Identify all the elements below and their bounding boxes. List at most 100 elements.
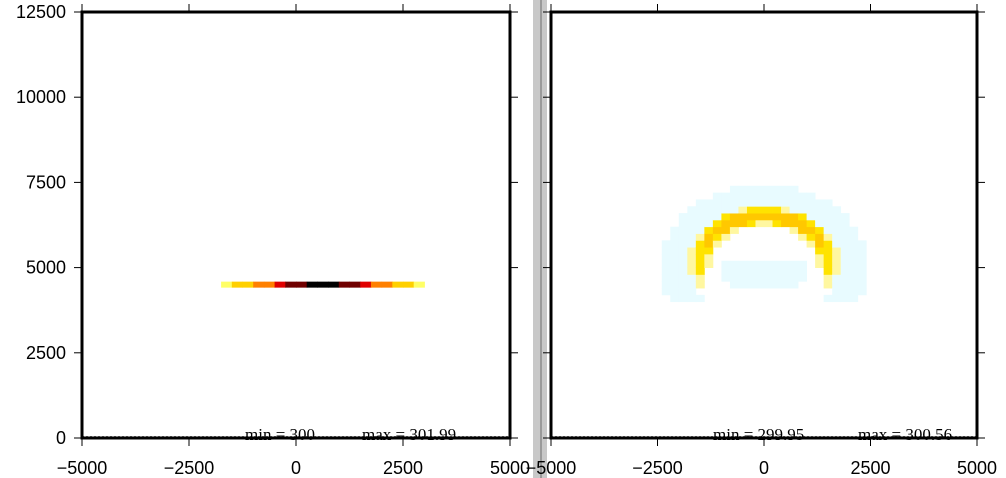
x-tick-label: 2500 — [383, 458, 423, 478]
heatmap-cell — [678, 233, 688, 241]
heatmap-cell — [704, 240, 714, 248]
heatmap-cell — [687, 226, 697, 234]
heatmap-cell — [815, 219, 825, 228]
heatmap-cell — [678, 288, 688, 296]
heatmap-cell — [849, 267, 859, 275]
heatmap-cell — [806, 226, 816, 234]
heatmap-cell — [370, 281, 383, 288]
heatmap-cell — [789, 192, 799, 200]
heatmap-cell — [695, 206, 705, 214]
heatmap-cell — [712, 192, 722, 200]
heatmap-cell — [704, 206, 714, 214]
heatmap-cell — [729, 226, 739, 234]
heatmap-cell — [832, 247, 842, 255]
heatmap-cell — [789, 199, 799, 207]
heatmap-cell — [687, 281, 697, 289]
heatmap-cell — [704, 233, 714, 241]
heatmap-cell — [849, 294, 859, 303]
heatmap-cell — [695, 233, 705, 241]
x-tick-label: 2500 — [850, 458, 890, 478]
heatmap-cell — [755, 206, 765, 214]
heatmap-cell — [721, 260, 731, 268]
heatmap-cell — [687, 213, 697, 221]
heatmap-cell — [764, 213, 773, 221]
heatmap-cell — [687, 206, 697, 214]
heatmap-cell — [721, 206, 731, 214]
heatmap-cell — [772, 274, 782, 282]
heatmap-cell — [670, 240, 680, 248]
heatmap-cell — [695, 274, 705, 282]
heatmap-cell — [823, 226, 833, 234]
heatmap-cell — [798, 213, 807, 221]
heatmap-cell — [678, 247, 688, 255]
heatmap-cell — [695, 253, 705, 262]
heatmap-cell — [815, 206, 825, 214]
heatmap-cells — [661, 185, 867, 303]
heatmap-cell — [832, 206, 842, 214]
y-tick-label: 7500 — [26, 172, 66, 192]
heatmap-cell — [764, 274, 773, 282]
heatmap-cell — [823, 233, 833, 241]
heatmap-cell — [712, 233, 722, 241]
heatmap-cell — [857, 281, 867, 289]
heatmap-cell — [704, 199, 714, 207]
heatmap-cell — [806, 199, 816, 207]
heatmap-cell — [781, 274, 790, 282]
heatmap-cell — [721, 192, 731, 200]
heatmap-cell — [832, 294, 842, 303]
heatmap-cell — [772, 185, 782, 194]
heatmap-cell — [678, 213, 688, 221]
heatmap-cell — [840, 267, 850, 275]
heatmap-cell — [738, 260, 748, 268]
heatmap-cell — [806, 219, 816, 228]
heatmap-cell — [738, 274, 748, 282]
heatmap-cell — [670, 226, 680, 234]
heatmap-cell — [221, 281, 233, 288]
heatmap-cell — [746, 219, 756, 228]
heatmap-cell — [815, 260, 825, 268]
heatmap-cell — [764, 219, 773, 228]
heatmap-cell — [661, 281, 671, 289]
heatmap-cell — [781, 192, 790, 200]
heatmap-cell — [823, 199, 833, 207]
heatmap-cell — [712, 206, 722, 214]
heatmap-cell — [687, 288, 697, 296]
heatmap-cell — [670, 247, 680, 255]
heatmap-cell — [832, 288, 842, 296]
heatmap-cell — [738, 185, 748, 194]
max-annotation: max = 301.99 — [362, 425, 456, 444]
heatmap-cell — [755, 267, 765, 275]
heatmap-cell — [738, 281, 748, 289]
heatmap-cell — [678, 274, 688, 282]
heatmap-cell — [764, 199, 773, 207]
heatmap-cell — [823, 213, 833, 221]
heatmap-cell — [764, 260, 773, 268]
heatmap-cell — [840, 260, 850, 268]
heatmap-cell — [840, 274, 850, 282]
heatmap-cell — [729, 206, 739, 214]
heatmap-cell — [661, 247, 671, 255]
heatmap-cell — [317, 281, 329, 288]
heatmap-cell — [231, 281, 243, 288]
heatmap-cell — [738, 199, 748, 207]
heatmap-cell — [781, 267, 790, 275]
heatmap-cell — [746, 281, 756, 289]
heatmap-cell — [687, 253, 697, 262]
heatmap-cell — [746, 206, 756, 214]
heatmap-cell — [857, 267, 867, 275]
heatmap-cell — [798, 260, 807, 268]
heatmap-cell — [695, 199, 705, 207]
heatmap-cell — [670, 260, 680, 268]
heatmap-cell — [704, 226, 714, 234]
heatmap-cell — [764, 192, 773, 200]
heatmap-cell — [755, 192, 765, 200]
heatmap-cell — [815, 226, 825, 234]
heatmap-cell — [670, 267, 680, 275]
x-tick-label: −2500 — [164, 458, 215, 478]
heatmap-cell — [823, 281, 833, 289]
heatmap-cell — [678, 281, 688, 289]
heatmap-cell — [781, 199, 790, 207]
heatmap-cell — [755, 185, 765, 194]
heatmap-cell — [781, 206, 790, 214]
heatmap-cell — [721, 213, 731, 221]
